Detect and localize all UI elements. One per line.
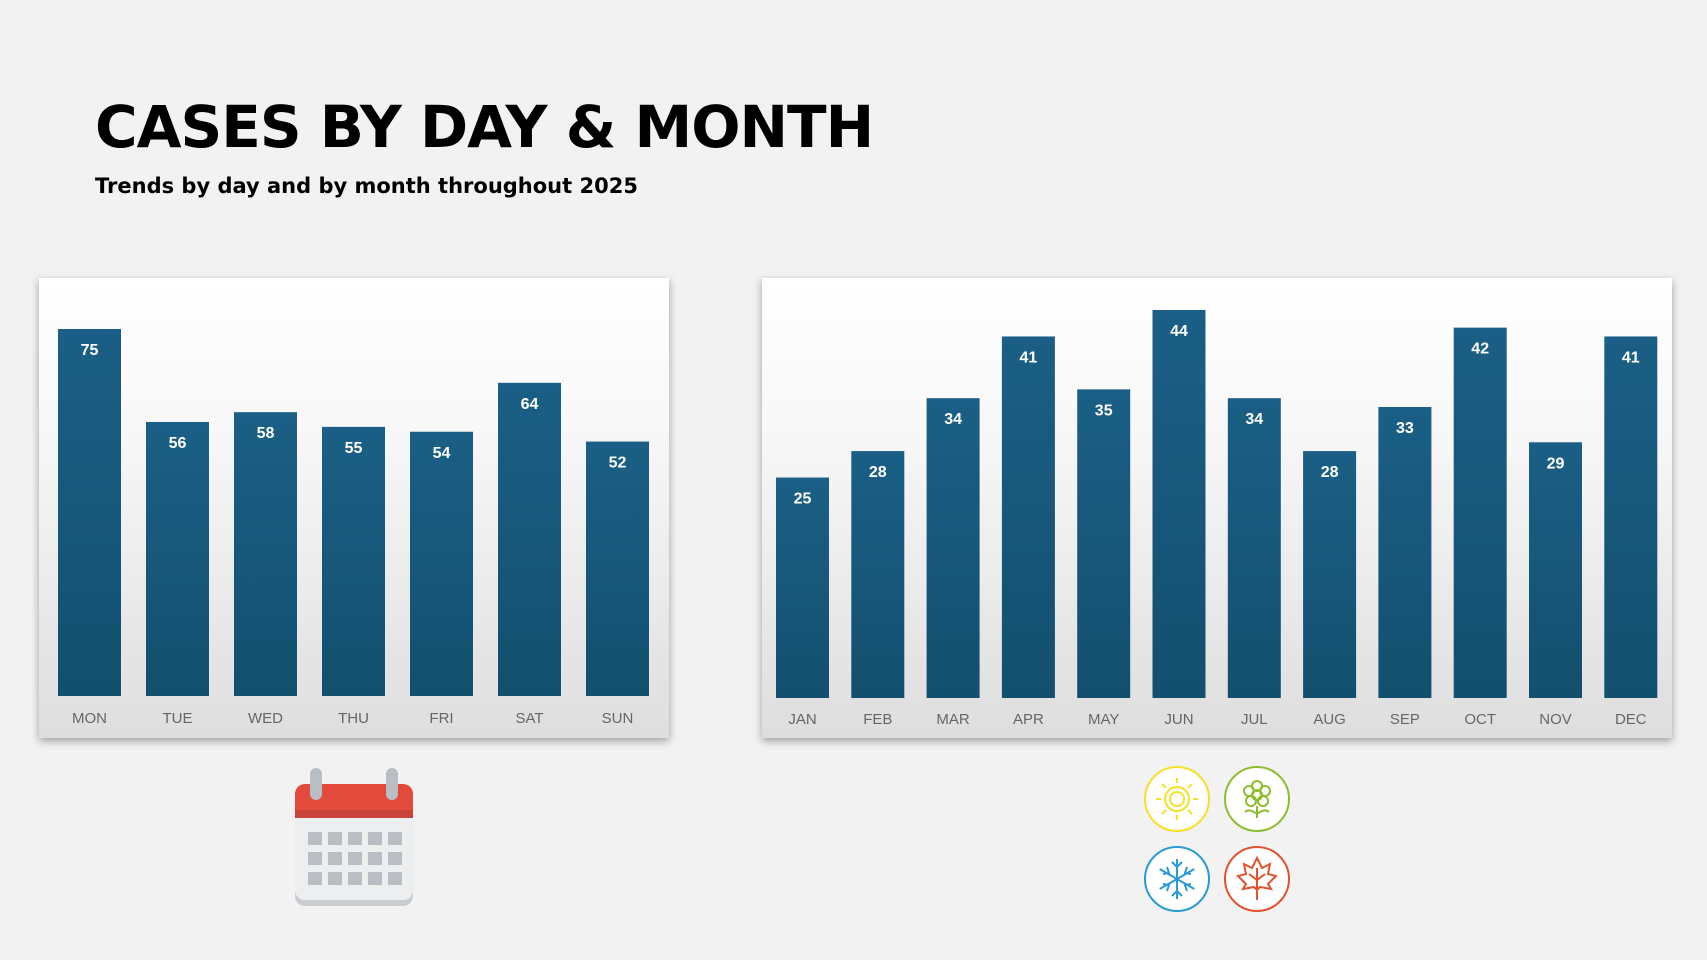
month-category-label-mar: MAR xyxy=(936,711,970,728)
day-value-label-tue: 56 xyxy=(169,435,187,452)
day-value-label-sun: 52 xyxy=(609,455,627,472)
month-bar-aug xyxy=(1303,451,1357,698)
month-bar-jul xyxy=(1227,398,1281,698)
month-category-label-oct: OCT xyxy=(1464,711,1496,728)
month-bar-oct xyxy=(1453,327,1507,698)
day-category-label-mon: MON xyxy=(72,710,107,727)
month-bar-mar xyxy=(926,398,980,698)
month-category-label-jan: JAN xyxy=(788,711,816,728)
day-bar-tue xyxy=(146,421,209,696)
day-category-label-fri: FRI xyxy=(429,710,453,727)
day-category-label-thu: THU xyxy=(338,710,369,727)
month-category-label-apr: APR xyxy=(1013,711,1044,728)
day-category-label-tue: TUE xyxy=(163,710,193,727)
month-bar-jun xyxy=(1152,310,1206,698)
day-category-label-wed: WED xyxy=(248,710,283,727)
day-bar-sat xyxy=(498,382,561,696)
calendar-header xyxy=(295,784,413,818)
cases-by-day-svg: 75 MON 56 TUE 58 WED 55 THU 54 FRI 64 SAT 52 SUN xyxy=(58,329,649,727)
month-category-label-aug: AUG xyxy=(1313,711,1346,728)
month-bar-may xyxy=(1077,389,1131,698)
day-value-label-thu: 55 xyxy=(345,440,363,457)
day-value-label-sat: 64 xyxy=(521,396,539,413)
day-bar-mon xyxy=(58,329,121,696)
page-subtitle: Trends by day and by month throughout 20… xyxy=(95,174,638,198)
month-category-label-jul: JUL xyxy=(1241,711,1268,728)
day-value-label-fri: 54 xyxy=(433,445,451,462)
maple-leaf-icon xyxy=(1224,846,1290,912)
cases-by-month-chart: 25 JAN 28 FEB 34 MAR 41 APR 35 MAY 44 JUN 34 JUL 28 AUG… xyxy=(762,278,1672,738)
month-value-label-oct: 42 xyxy=(1471,341,1489,358)
seasons-icons xyxy=(1144,766,1290,912)
month-value-label-sep: 33 xyxy=(1396,420,1414,437)
month-category-label-jun: JUN xyxy=(1164,711,1193,728)
page-title: CASES BY DAY & MONTH xyxy=(95,93,874,161)
month-value-label-may: 35 xyxy=(1095,402,1113,419)
snowflake-icon xyxy=(1144,846,1210,912)
month-category-label-may: MAY xyxy=(1088,711,1119,728)
month-value-label-feb: 28 xyxy=(869,464,887,481)
month-value-label-jan: 25 xyxy=(794,491,812,508)
month-bar-apr xyxy=(1001,336,1055,698)
day-bar-wed xyxy=(234,412,297,696)
flower-icon xyxy=(1224,766,1290,832)
day-bar-sun xyxy=(586,441,649,696)
cases-by-day-chart: 75 MON 56 TUE 58 WED 55 THU 54 FRI 64 SAT 52 SUN xyxy=(39,278,669,738)
month-bar-nov xyxy=(1529,442,1582,698)
month-value-label-aug: 28 xyxy=(1321,464,1339,481)
month-bar-feb xyxy=(851,451,905,698)
month-value-label-jun: 44 xyxy=(1170,323,1188,340)
day-category-label-sun: SUN xyxy=(602,710,634,727)
day-bar-fri xyxy=(410,431,473,696)
month-category-label-dec: DEC xyxy=(1615,711,1647,728)
month-value-label-apr: 41 xyxy=(1020,349,1038,366)
month-category-label-nov: NOV xyxy=(1539,711,1572,728)
month-value-label-dec: 41 xyxy=(1622,349,1640,366)
day-category-label-sat: SAT xyxy=(515,710,543,727)
month-value-label-nov: 29 xyxy=(1547,455,1565,472)
month-value-label-jul: 34 xyxy=(1245,411,1263,428)
sun-icon xyxy=(1144,766,1210,832)
day-value-label-mon: 75 xyxy=(81,342,99,359)
month-bar-dec xyxy=(1604,336,1658,698)
calendar-icon xyxy=(295,768,413,906)
day-bar-thu xyxy=(322,426,385,696)
month-bar-sep xyxy=(1378,407,1432,698)
cases-by-month-svg: 25 JAN 28 FEB 34 MAR 41 APR 35 MAY 44 JUN 34 JUL 28 AUG… xyxy=(776,310,1658,728)
month-category-label-sep: SEP xyxy=(1390,711,1420,728)
day-value-label-wed: 58 xyxy=(257,425,275,442)
month-category-label-feb: FEB xyxy=(863,711,892,728)
month-bar-jan xyxy=(776,477,829,698)
month-value-label-mar: 34 xyxy=(944,411,962,428)
